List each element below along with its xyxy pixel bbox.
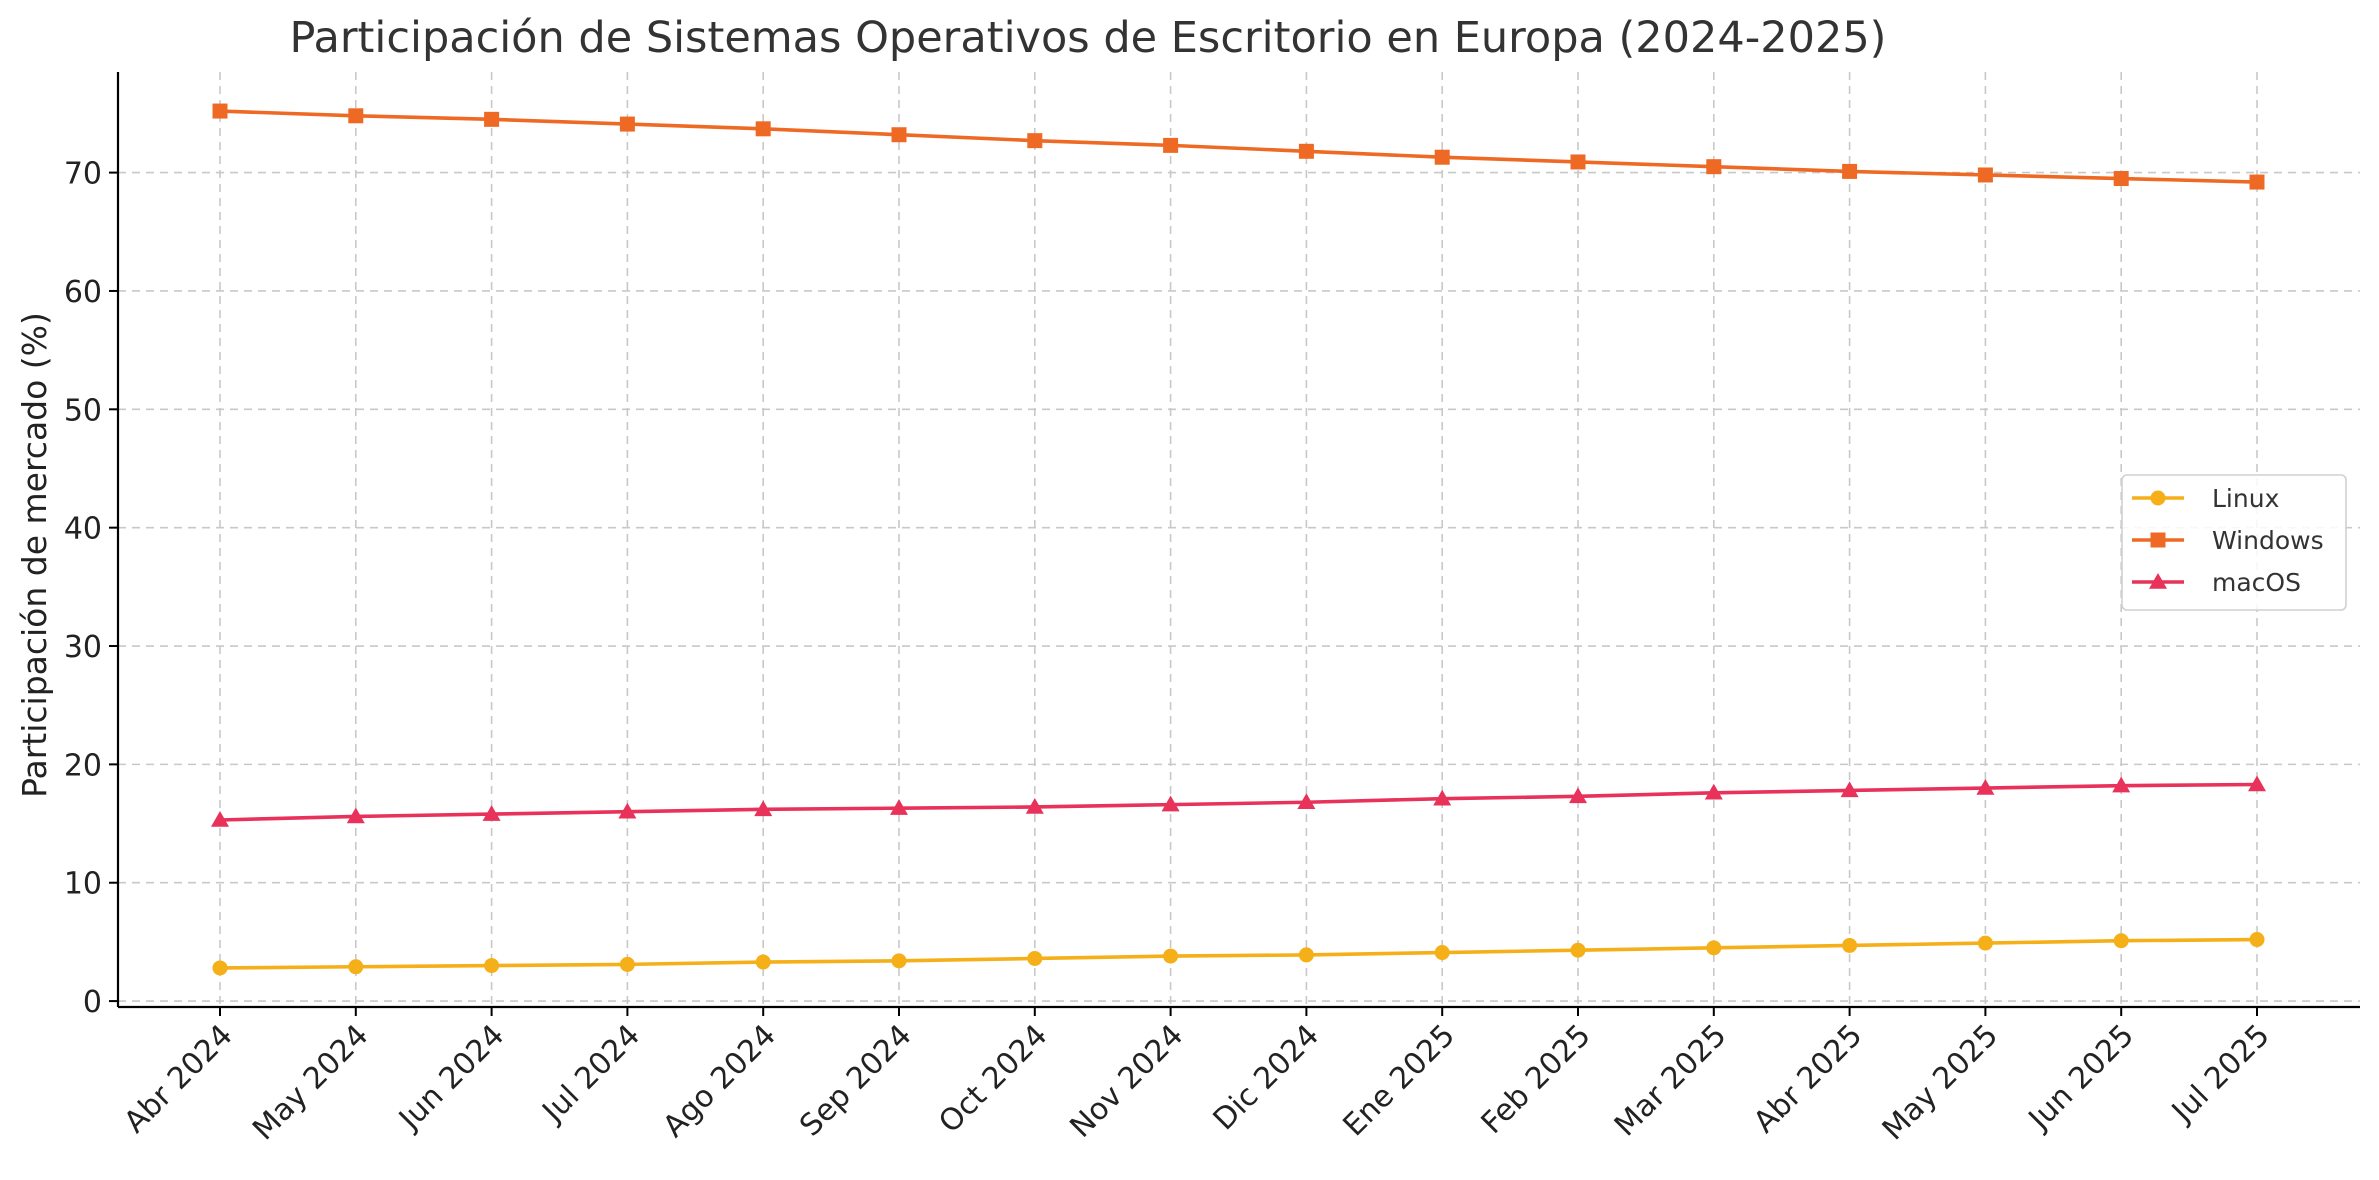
- data-point-linux: [1298, 947, 1314, 963]
- legend-marker-windows: [2150, 532, 2166, 548]
- legend-marker-linux: [2150, 490, 2166, 506]
- x-tick-label: May 2025: [1876, 1018, 2005, 1147]
- data-point-linux: [619, 956, 635, 972]
- legend: Linux Windows macOS: [2121, 474, 2347, 611]
- x-tick-label: Dic 2024: [1207, 1018, 1326, 1137]
- data-point-macos: [1025, 797, 1044, 814]
- legend-item-linux: Linux: [2132, 484, 2279, 513]
- data-point-windows: [1163, 137, 1179, 153]
- data-point-macos: [482, 805, 501, 821]
- data-point-macos: [1976, 779, 1995, 795]
- series-linux: [212, 932, 2265, 976]
- y-axis-label: Participación de mercado (%): [15, 312, 54, 798]
- data-point-windows: [484, 111, 500, 127]
- data-point-macos: [754, 800, 773, 817]
- x-tick-label: Ago 2024: [656, 1018, 782, 1144]
- y-tick-label: 0: [83, 985, 102, 1020]
- x-tick-label: Sep 2024: [793, 1018, 918, 1143]
- legend-item-macos: macOS: [2132, 568, 2301, 597]
- grid: [118, 72, 2360, 1007]
- data-point-linux: [891, 953, 907, 969]
- x-tick-label: Abr 2025: [1747, 1018, 1869, 1140]
- data-point-windows: [755, 121, 771, 137]
- data-point-macos: [1161, 795, 1180, 812]
- data-point-windows: [212, 103, 228, 119]
- data-point-linux: [1434, 945, 1450, 961]
- y-tick-label: 70: [64, 157, 102, 192]
- x-tick-label: Oct 2024: [932, 1018, 1054, 1140]
- legend-label-windows: Windows: [2212, 526, 2324, 555]
- data-point-macos: [1569, 787, 1587, 804]
- data-point-linux: [348, 959, 364, 975]
- series-line-windows: [218, 109, 2259, 184]
- y-tick-label: 60: [64, 275, 102, 310]
- x-tick-label: Nov 2024: [1063, 1018, 1190, 1145]
- x-tick-label: May 2024: [246, 1018, 375, 1147]
- x-tick-label: Mar 2025: [1608, 1018, 1734, 1144]
- series-line-linux: [218, 937, 2259, 970]
- x-tick-label: Jun 2024: [391, 1018, 511, 1138]
- data-point-linux: [2249, 932, 2265, 948]
- y-tick-label: 30: [64, 630, 102, 665]
- data-point-macos: [211, 811, 229, 827]
- axes: [116, 72, 2360, 1009]
- y-tick-label: 20: [64, 748, 102, 783]
- y-tick-label: 40: [64, 512, 102, 547]
- data-point-linux: [1027, 950, 1043, 966]
- legend-label-linux: Linux: [2212, 484, 2279, 513]
- data-point-windows: [1842, 163, 1858, 179]
- data-point-linux: [1706, 940, 1722, 956]
- data-point-linux: [1570, 942, 1586, 958]
- series-layer: [211, 103, 2266, 976]
- data-point-windows: [1298, 143, 1314, 159]
- legend-box: [2121, 474, 2347, 611]
- data-point-macos: [618, 802, 637, 819]
- series-windows: [212, 103, 2265, 190]
- chart-title: Participación de Sistemas Operativos de …: [290, 13, 1887, 63]
- x-tick-label: Jul 2024: [535, 1018, 647, 1130]
- data-point-windows: [2113, 171, 2129, 187]
- data-point-linux: [484, 958, 500, 974]
- data-point-windows: [2249, 174, 2265, 190]
- data-point-linux: [1842, 937, 1858, 953]
- data-point-macos: [1840, 781, 1859, 798]
- data-point-windows: [1570, 154, 1586, 170]
- data-point-linux: [1977, 935, 1993, 951]
- data-point-windows: [1434, 149, 1450, 165]
- data-point-windows: [1977, 167, 1993, 183]
- series-macos: [211, 775, 2266, 827]
- data-point-windows: [1706, 159, 1722, 175]
- data-point-linux: [755, 954, 771, 970]
- y-tick-label: 50: [64, 393, 102, 428]
- data-point-macos: [346, 807, 365, 824]
- data-point-macos: [2112, 776, 2131, 793]
- data-point-macos: [1433, 789, 1452, 806]
- data-point-windows: [619, 116, 635, 132]
- x-tick-label: Ene 2025: [1336, 1018, 1461, 1143]
- legend-label-macos: macOS: [2212, 568, 2301, 597]
- data-point-macos: [1297, 793, 1316, 809]
- data-point-windows: [1027, 133, 1043, 149]
- x-tick-label: Abr 2024: [117, 1018, 239, 1140]
- x-tick-label: Jun 2025: [2021, 1018, 2141, 1138]
- data-point-macos: [1704, 783, 1723, 800]
- data-point-macos: [2248, 775, 2266, 792]
- data-point-windows: [348, 108, 364, 124]
- data-point-linux: [2113, 933, 2129, 949]
- data-point-macos: [890, 799, 908, 815]
- x-tick-label: Feb 2025: [1475, 1018, 1598, 1141]
- data-point-linux: [212, 960, 228, 976]
- data-point-linux: [1163, 948, 1179, 964]
- legend-marker-macos: [2149, 573, 2167, 589]
- data-point-windows: [891, 127, 907, 143]
- x-tick-label: Jul 2025: [2164, 1018, 2276, 1130]
- series-line-macos: [218, 782, 2259, 822]
- legend-item-windows: Windows: [2132, 526, 2324, 555]
- y-tick-label: 10: [64, 867, 102, 902]
